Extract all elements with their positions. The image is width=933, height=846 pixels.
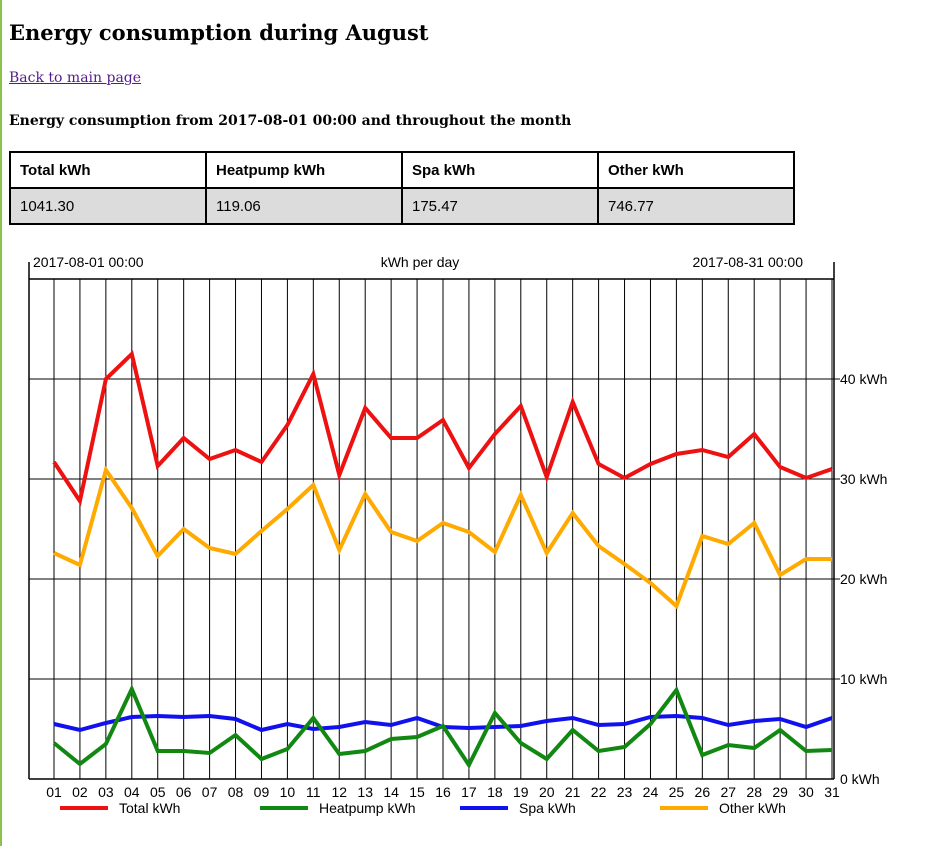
summary-header-heatpump: Heatpump kWh [205,151,403,189]
x-tick-label: 30 [798,784,814,800]
summary-header-spa: Spa kWh [401,151,599,189]
x-tick-label: 07 [202,784,218,800]
summary-header-other: Other kWh [597,151,795,189]
x-tick-label: 26 [695,784,711,800]
energy-line-chart: 0 kWh 10 kWh 20 kWh 30 kWh 40 kWh 2017-08-01 … [28,254,887,816]
x-tick-label: 01 [46,784,62,800]
y-tick-label: 20 kWh [840,571,887,587]
x-tick-label: 19 [513,784,529,800]
y-tick-label: 10 kWh [840,671,887,687]
x-tick-label: 03 [98,784,114,800]
x-tick-label: 11 [306,784,321,800]
summary-value-row: 1041.30 119.06 175.47 746.77 [9,187,795,225]
x-tick-label: 17 [461,784,477,800]
y-tick-label: 30 kWh [840,471,887,487]
x-tick-label: 24 [643,784,659,800]
summary-header-total: Total kWh [9,151,207,189]
x-tick-label: 27 [720,784,736,800]
x-tick-label: 20 [539,784,555,800]
series-line-total-kwh [52,350,833,507]
page-subtitle: Energy consumption from 2017-08-01 00:00… [9,113,572,129]
legend-label: Heatpump kWh [319,800,415,816]
summary-value-heatpump: 119.06 [205,187,403,225]
summary-value-spa: 175.47 [401,187,599,225]
x-tick-label: 15 [409,784,425,800]
x-tick-label: 02 [72,784,88,800]
y-tick-label: 0 kWh [840,771,880,787]
x-tick-label: 16 [435,784,451,800]
x-tick-label: 04 [124,784,140,800]
x-tick-label: 29 [772,784,788,800]
x-tick-label: 22 [591,784,607,800]
x-tick-label: 08 [228,784,244,800]
x-tick-label: 09 [254,784,270,800]
y-tick-label: 40 kWh [840,371,887,387]
x-tick-label: 06 [176,784,192,800]
series-line-heatpump-kwh [52,684,833,769]
legend-label: Total kWh [119,800,180,816]
x-tick-label: 14 [383,784,399,800]
x-tick-label: 23 [617,784,633,800]
x-tick-label: 13 [357,784,373,800]
legend-label: Other kWh [719,800,786,816]
chart-title: kWh per day [381,254,460,270]
x-tick-label: 05 [150,784,166,800]
x-tick-label: 12 [331,784,347,800]
summary-value-other: 746.77 [597,187,795,225]
chart-end-date-label: 2017-08-31 00:00 [692,254,803,270]
x-tick-label: 10 [280,784,296,800]
summary-value-total: 1041.30 [9,187,207,225]
x-tick-label: 21 [565,784,581,800]
page-title: Energy consumption during August [9,20,429,45]
left-accent-bar [0,0,2,846]
x-tick-label: 18 [487,784,503,800]
x-tick-label: 25 [669,784,685,800]
series-line-other-kwh [53,465,832,610]
back-to-main-link[interactable]: Back to main page [9,70,142,86]
summary-header-row: Total kWh Heatpump kWh Spa kWh Other kWh [9,151,795,189]
x-tick-label: 28 [746,784,762,800]
chart-start-date-label: 2017-08-01 00:00 [33,254,144,270]
summary-table: Total kWh Heatpump kWh Spa kWh Other kWh… [9,151,795,225]
legend-label: Spa kWh [519,800,576,816]
x-tick-label: 31 [824,784,840,800]
